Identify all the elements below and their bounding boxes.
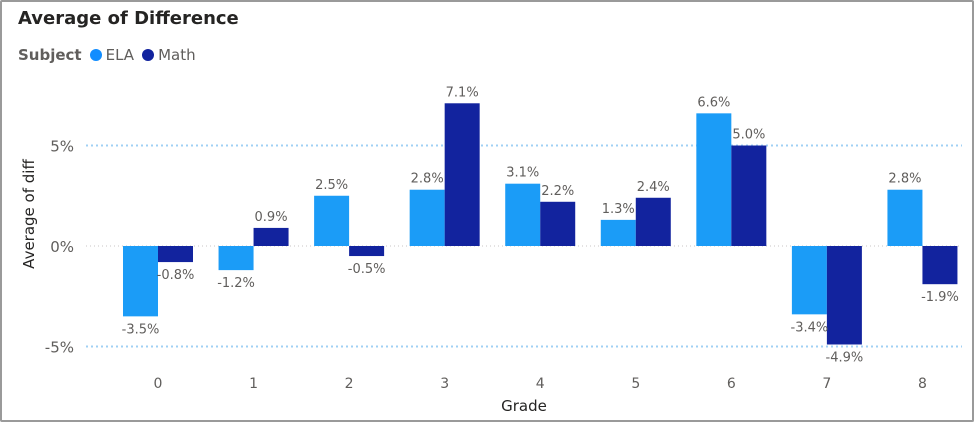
- bar-ela-grade-5: [600, 219, 636, 246]
- x-axis-ticks: 0 1 2 3 4 5 6 7 8: [154, 376, 927, 392]
- bar-math-grade-4: [540, 201, 576, 246]
- x-tick-label: 6: [727, 376, 736, 392]
- data-label-ela-grade-0: -3.5%: [122, 322, 160, 337]
- data-label-math-grade-2: -0.5%: [348, 262, 386, 277]
- gridlines: [86, 144, 962, 348]
- data-label-ela-grade-5: 1.3%: [602, 202, 635, 217]
- x-axis-title: Grade: [501, 397, 547, 415]
- legend-label-ela: ELA: [105, 46, 135, 64]
- chart-legend: Subject ELA Math: [18, 46, 204, 64]
- bar-math-grade-3: [444, 103, 480, 246]
- y-tick-label: 5%: [50, 138, 74, 156]
- x-tick-label: 2: [345, 376, 354, 392]
- data-label-ela-grade-8: 2.8%: [888, 172, 921, 187]
- bar-math-grade-1: [253, 227, 289, 246]
- bar-math-grade-6: [731, 145, 767, 246]
- data-label-ela-grade-1: -1.2%: [217, 276, 255, 291]
- bar-math-grade-8: [922, 246, 958, 285]
- data-label-math-grade-7: -4.9%: [826, 350, 864, 365]
- data-label-ela-grade-4: 3.1%: [506, 166, 539, 181]
- bar-ela-grade-6: [696, 113, 732, 246]
- bar-math-grade-2: [349, 246, 385, 257]
- data-label-ela-grade-3: 2.8%: [411, 172, 444, 187]
- bar-ela-grade-4: [505, 183, 541, 246]
- data-label-ela-grade-2: 2.5%: [315, 178, 348, 193]
- legend-label-math: Math: [158, 46, 196, 64]
- bar-ela-grade-8: [887, 189, 923, 246]
- legend-dot-math: [142, 49, 155, 61]
- data-label-ela-grade-6: 6.6%: [697, 95, 730, 110]
- x-tick-label: 7: [822, 376, 831, 392]
- y-tick-label: -5%: [45, 339, 74, 357]
- data-label-math-grade-6: 5.0%: [732, 128, 765, 143]
- y-axis-ticks: 5% 0% -5%: [45, 138, 74, 357]
- x-tick-label: 5: [631, 376, 640, 392]
- data-label-math-grade-3: 7.1%: [446, 85, 479, 100]
- bar-math-grade-5: [635, 197, 671, 246]
- bar-math-grade-7: [826, 246, 862, 345]
- x-tick-label: 4: [536, 376, 545, 392]
- x-tick-label: 1: [249, 376, 258, 392]
- bar-labels: -3.5% -0.8% -1.2% 0.9% 2.5% -0.5% 2.8% 7.1% 3.1%…: [122, 85, 959, 365]
- x-tick-label: 8: [918, 376, 927, 392]
- data-label-math-grade-0: -0.8%: [157, 268, 195, 283]
- bar-ela-grade-3: [409, 189, 445, 246]
- bar-ela-grade-1: [218, 246, 254, 271]
- bars: [123, 103, 958, 345]
- bar-ela-grade-2: [314, 195, 350, 246]
- data-label-math-grade-8: -1.9%: [921, 290, 959, 305]
- y-tick-label: 0%: [50, 238, 74, 256]
- data-label-math-grade-5: 2.4%: [637, 180, 670, 195]
- legend-item-math[interactable]: Math: [142, 46, 196, 64]
- bar-ela-grade-7: [791, 246, 827, 315]
- data-label-math-grade-1: 0.9%: [255, 210, 288, 225]
- x-tick-label: 0: [154, 376, 163, 392]
- bar-ela-grade-0: [123, 246, 158, 317]
- data-label-math-grade-4: 2.2%: [541, 184, 574, 199]
- data-label-ela-grade-7: -3.4%: [791, 320, 829, 335]
- bar-math-grade-0: [158, 246, 193, 263]
- legend-title: Subject: [18, 46, 82, 64]
- x-tick-label: 3: [440, 376, 449, 392]
- legend-dot-ela: [89, 49, 102, 61]
- chart-title: Average of Difference: [18, 8, 239, 29]
- y-axis-title: Average of diff: [20, 159, 38, 269]
- legend-item-ela[interactable]: ELA: [89, 46, 135, 64]
